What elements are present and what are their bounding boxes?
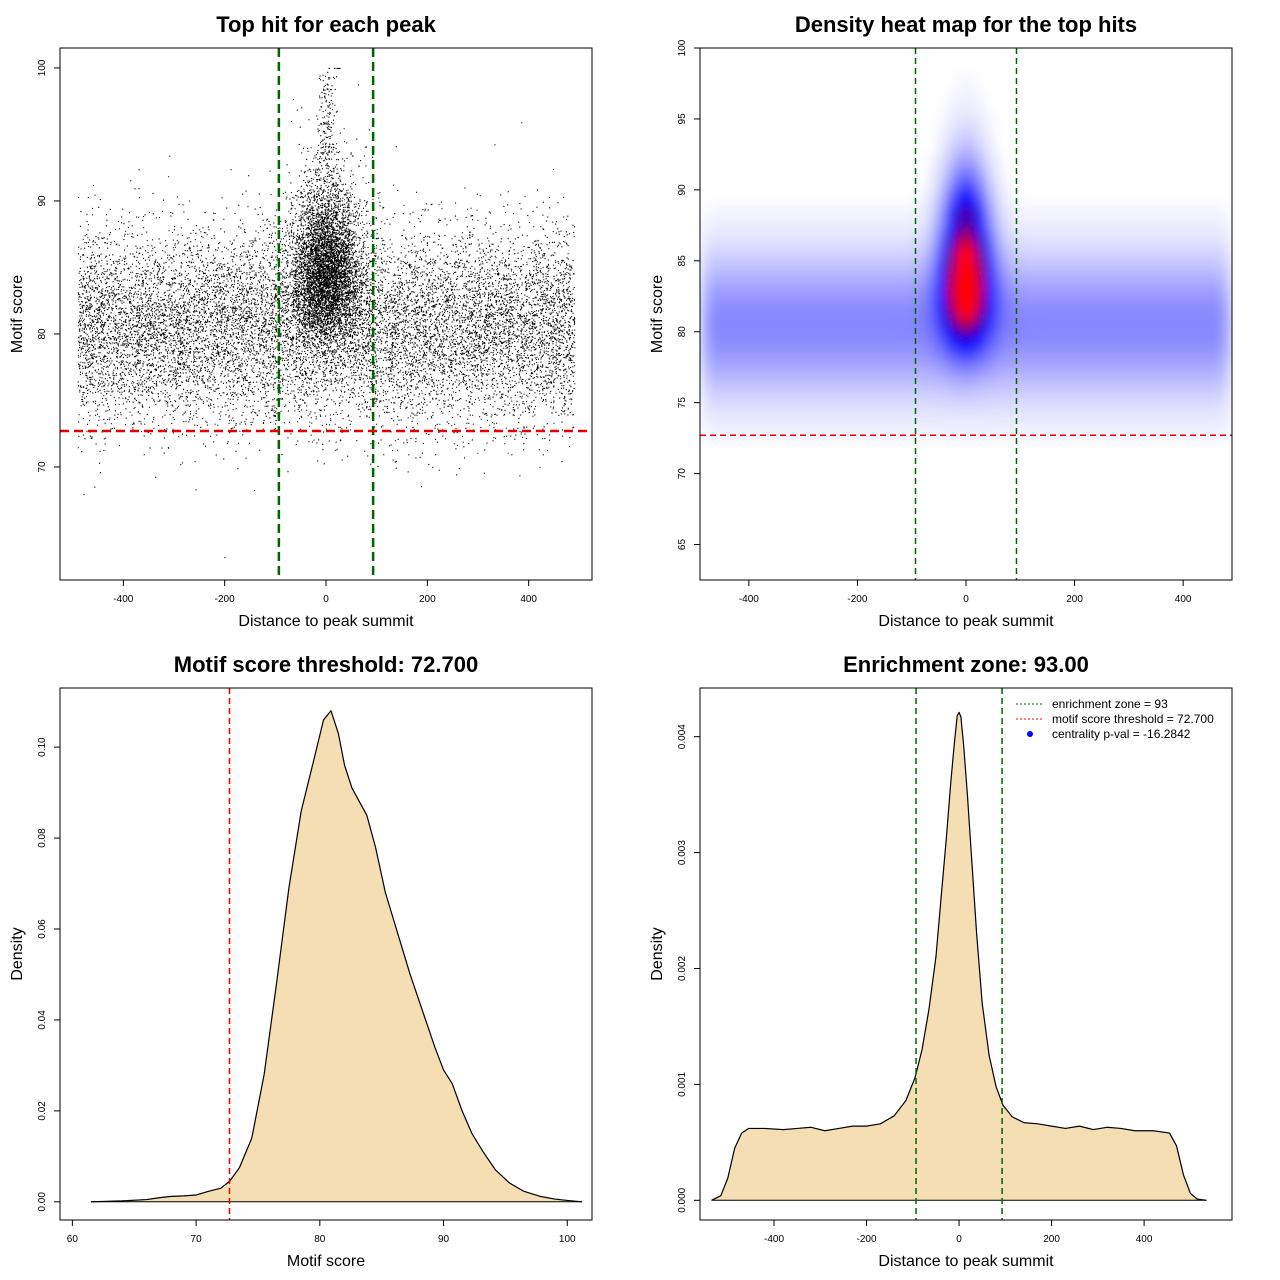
distance-density-x-axis: -400 -200 0 200 400 <box>764 1219 1153 1245</box>
distance-density-x-label: Distance to peak summit <box>878 1253 1054 1270</box>
legend-pval-swatch <box>1027 731 1033 737</box>
distance-density-y-tick-label: 0.000 <box>677 1187 688 1212</box>
scatter-y-tick-label: 100 <box>37 59 48 76</box>
panel-scatter: Top hit for each peak -400 -200 0 200 400 70 8… <box>9 12 593 630</box>
score-density-y-tick-label: 0.08 <box>37 828 48 848</box>
scatter-x-tick-label: -400 <box>113 594 133 605</box>
scatter-x-axis: -400 -200 0 200 400 <box>113 579 537 605</box>
score-density-y-label: Density <box>9 927 26 980</box>
distance-density-curve <box>711 711 1207 1201</box>
scatter-y-tick-label: 90 <box>37 195 48 207</box>
distance-density-y-label: Density <box>649 927 666 980</box>
score-density-axes: 60 70 80 90 100 0.00 0.02 0.04 0.06 0.08 0.10 <box>37 737 576 1245</box>
heatmap-x-tick-label: -400 <box>739 594 759 605</box>
scatter-y-axis: 70 80 90 100 <box>37 59 61 473</box>
distance-density-y-tick-label: 0.002 <box>677 956 688 981</box>
score-density-curve <box>90 710 583 1203</box>
distance-density-y-axis: 0.000 0.001 0.002 0.003 0.004 <box>677 724 701 1213</box>
scatter-axes: -400 -200 0 200 400 70 80 90 100 <box>37 59 537 605</box>
panel-heatmap: Density heat map for the top hits -400 -2… <box>649 12 1233 630</box>
heatmap-density <box>700 72 1232 444</box>
scatter-title: Top hit for each peak <box>216 12 436 37</box>
heatmap-y-tick-label: 75 <box>677 397 688 409</box>
score-density-x-axis: 60 70 80 90 100 <box>67 1219 576 1245</box>
score-density-x-tick-label: 100 <box>559 1234 576 1245</box>
distance-density-y-tick-label: 0.001 <box>677 1071 688 1096</box>
score-density-y-tick-label: 0.06 <box>37 919 48 939</box>
heatmap-y-tick-label: 65 <box>677 539 688 551</box>
scatter-x-tick-label: 200 <box>419 594 436 605</box>
distance-density-axes: -400 -200 0 200 400 0.000 0.001 0.002 0.003 0.004 <box>677 724 1153 1245</box>
score-density-x-tick-label: 90 <box>438 1234 450 1245</box>
heatmap-area <box>700 48 1232 580</box>
heatmap-x-tick-label: 200 <box>1066 594 1083 605</box>
score-density-y-tick-label: 0.10 <box>37 737 48 757</box>
heatmap-y-tick-label: 70 <box>677 468 688 480</box>
heatmap-title: Density heat map for the top hits <box>795 12 1137 37</box>
score-density-x-tick-label: 70 <box>191 1234 203 1245</box>
distance-density-title: Enrichment zone: 93.00 <box>843 652 1089 677</box>
distance-density-fill <box>711 712 1207 1201</box>
scatter-x-tick-label: 0 <box>323 594 329 605</box>
score-density-x-tick-label: 80 <box>314 1234 326 1245</box>
distance-density-x-tick-label: 200 <box>1043 1234 1060 1245</box>
legend-enrichment-label: enrichment zone = 93 <box>1052 697 1168 711</box>
heatmap-x-label: Distance to peak summit <box>878 613 1054 630</box>
score-density-x-label: Motif score <box>287 1253 365 1270</box>
score-density-plot <box>90 688 583 1220</box>
heatmap-axes: -400 -200 0 200 400 65 70 75 80 85 90 95 100 <box>677 39 1192 605</box>
score-density-x-tick-label: 60 <box>67 1234 79 1245</box>
score-density-y-tick-label: 0.02 <box>37 1101 48 1121</box>
heatmap-x-tick-label: 400 <box>1175 594 1192 605</box>
scatter-y-tick-label: 70 <box>37 461 48 473</box>
score-density-title: Motif score threshold: 72.700 <box>174 652 478 677</box>
scatter-y-label: Motif score <box>9 275 26 353</box>
scatter-points <box>77 67 576 559</box>
heatmap-y-label: Motif score <box>649 275 666 353</box>
distance-density-y-tick-label: 0.004 <box>677 724 688 749</box>
score-density-fill <box>90 710 583 1202</box>
heatmap-x-tick-label: -200 <box>847 594 867 605</box>
panel-score-density: Motif score threshold: 72.700 60 70 80 90 10… <box>9 652 593 1270</box>
heatmap-y-axis: 65 70 75 80 85 90 95 100 <box>677 39 701 551</box>
scatter-point-cloud <box>77 67 576 559</box>
scatter-y-tick-label: 80 <box>37 328 48 340</box>
scatter-x-tick-label: 400 <box>520 594 537 605</box>
heatmap-reference-lines <box>700 48 1232 580</box>
score-density-y-tick-label: 0.00 <box>37 1192 48 1212</box>
distance-density-x-tick-label: 400 <box>1136 1234 1153 1245</box>
distance-density-x-tick-label: -200 <box>857 1234 877 1245</box>
distance-density-y-tick-label: 0.003 <box>677 840 688 865</box>
heatmap-x-axis: -400 -200 0 200 400 <box>739 579 1192 605</box>
heatmap-y-tick-label: 80 <box>677 326 688 338</box>
scatter-x-tick-label: -200 <box>215 594 235 605</box>
score-density-y-axis: 0.00 0.02 0.04 0.06 0.08 0.10 <box>37 737 61 1212</box>
legend: enrichment zone = 93 motif score thresho… <box>1016 697 1214 741</box>
legend-threshold-label: motif score threshold = 72.700 <box>1052 712 1214 726</box>
panel-distance-density: Enrichment zone: 93.00 -400 -200 0 200 400 0.… <box>649 652 1233 1270</box>
heatmap-y-tick-label: 90 <box>677 184 688 196</box>
heatmap-y-tick-label: 85 <box>677 255 688 267</box>
distance-density-x-tick-label: -400 <box>764 1234 784 1245</box>
scatter-x-label: Distance to peak summit <box>238 613 414 630</box>
score-density-y-tick-label: 0.04 <box>37 1010 48 1030</box>
distance-density-plot <box>711 688 1207 1220</box>
heatmap-x-tick-label: 0 <box>963 594 969 605</box>
distance-density-x-tick-label: 0 <box>956 1234 962 1245</box>
heatmap-y-tick-label: 100 <box>677 39 688 56</box>
legend-pval-label: centrality p-val = -16.2842 <box>1052 727 1191 741</box>
heatmap-y-tick-label: 95 <box>677 113 688 125</box>
scatter-reference-lines <box>60 48 592 580</box>
